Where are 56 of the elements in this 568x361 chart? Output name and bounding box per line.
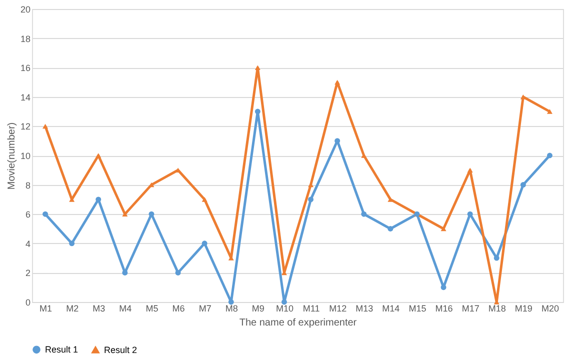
y-tick-label: 6 [25, 210, 30, 220]
point [69, 240, 75, 246]
point [467, 168, 473, 173]
x-tick-label: M11 [302, 304, 320, 314]
x-tick-label: M4 [119, 304, 132, 314]
point [546, 109, 552, 114]
y-tick-label: 4 [25, 238, 30, 249]
x-tick-label: M12 [329, 304, 347, 314]
x-tick-label: M5 [146, 304, 158, 314]
point [175, 270, 181, 276]
y-tick-label: 14 [20, 92, 30, 102]
legend-label: Result 1 [45, 344, 78, 355]
x-tick-label: M2 [66, 304, 79, 314]
point [42, 211, 48, 217]
point [254, 65, 260, 70]
point [520, 182, 526, 188]
y-tick-label: 0 [25, 298, 30, 308]
x-tick-label: M1 [40, 304, 52, 314]
y-tick-label: 18 [20, 34, 30, 44]
x-tick-label: M9 [252, 304, 264, 314]
x-tick-label: M16 [435, 304, 453, 314]
point [334, 80, 340, 85]
x-tick-label: M19 [514, 304, 532, 314]
y-tick-label: 8 [25, 180, 30, 190]
y-axis-title: Movie(number) [6, 122, 18, 190]
x-axis-title: The name of experimenter [239, 318, 358, 328]
y-tick-label: 12 [20, 122, 30, 132]
point [361, 211, 367, 217]
point [42, 124, 48, 129]
point [202, 197, 208, 202]
x-tick-label: M3 [92, 304, 106, 314]
y-tick-label: 20 [20, 4, 30, 14]
y-tick-label: 10 [20, 151, 30, 161]
point [96, 153, 102, 158]
x-tick-label: M18 [488, 304, 506, 314]
x-tick-label: M13 [356, 304, 374, 314]
x-tick-label: M14 [382, 304, 400, 314]
x-tick-label: M7 [198, 304, 212, 314]
y-tick-label: 16 [20, 63, 30, 74]
point [202, 240, 208, 246]
point [254, 108, 260, 114]
y-tick-label: 2 [25, 268, 30, 278]
x-tick-label: M20 [541, 304, 559, 314]
point [228, 299, 234, 305]
x-tick-label: M6 [172, 304, 185, 314]
x-tick-label: M15 [408, 304, 426, 314]
legend-label: Result 2 [104, 344, 138, 355]
point [308, 196, 314, 202]
x-tick-label: M10 [276, 304, 294, 314]
point [281, 299, 287, 305]
x-tick-label: M8 [225, 304, 238, 314]
point [388, 226, 394, 232]
point [520, 94, 526, 100]
point [440, 226, 446, 232]
point [546, 152, 552, 158]
x-tick-label: M17 [462, 304, 480, 314]
